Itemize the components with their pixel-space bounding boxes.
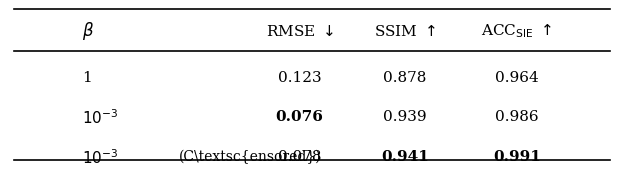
- Text: 0.076: 0.076: [276, 110, 323, 124]
- Text: $10^{-3}$: $10^{-3}$: [82, 108, 119, 127]
- Text: 0.123: 0.123: [278, 71, 321, 85]
- Text: $10^{-3}$: $10^{-3}$: [82, 148, 119, 167]
- Text: 0.939: 0.939: [383, 110, 427, 124]
- Text: $\beta$: $\beta$: [82, 20, 94, 42]
- Text: 0.941: 0.941: [381, 150, 429, 164]
- Text: RMSE $\downarrow$: RMSE $\downarrow$: [265, 24, 334, 39]
- Text: 1: 1: [82, 71, 92, 85]
- Text: 0.878: 0.878: [384, 71, 427, 85]
- Text: ACC$_{\mathrm{SIE}}$ $\uparrow$: ACC$_{\mathrm{SIE}}$ $\uparrow$: [481, 22, 553, 40]
- Text: (C\textsc{ensored}): (C\textsc{ensored}): [178, 150, 321, 164]
- Text: 0.991: 0.991: [493, 150, 541, 164]
- Text: 0.986: 0.986: [495, 110, 539, 124]
- Text: SSIM $\uparrow$: SSIM $\uparrow$: [374, 24, 436, 39]
- Text: 0.078: 0.078: [278, 150, 321, 164]
- Text: 0.964: 0.964: [495, 71, 539, 85]
